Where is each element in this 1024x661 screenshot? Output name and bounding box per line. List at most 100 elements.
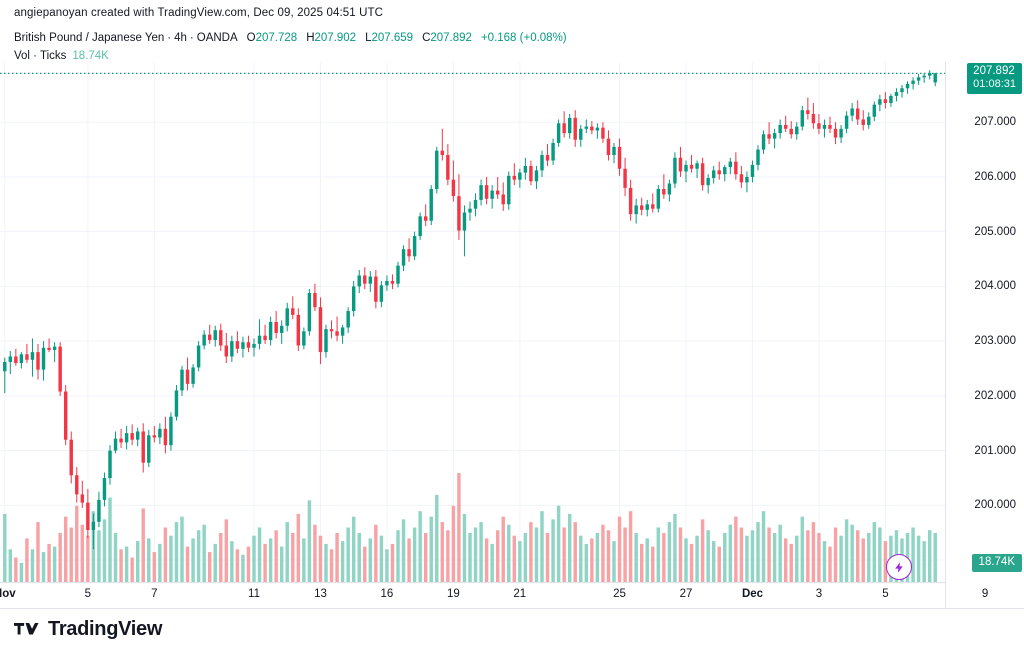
candle-body <box>235 341 240 349</box>
time-tick-label: 25 <box>613 588 626 600</box>
tradingview-logo-icon <box>14 623 39 635</box>
price-axis[interactable]: 207.000 206.000 205.000 204.000 203.000 202.0… <box>946 62 1024 582</box>
volume-bar <box>318 535 323 582</box>
volume-bar <box>374 524 378 582</box>
candle-body <box>512 175 517 180</box>
volume-bar <box>540 511 544 582</box>
legend-symbol[interactable]: British Pound / Japanese Yen <box>14 32 165 44</box>
candle-body <box>91 521 96 530</box>
bar-countdown: 01:08:31 <box>973 78 1016 91</box>
candle-body <box>241 342 245 349</box>
time-tick-label: Nov <box>0 588 16 600</box>
candle-body <box>473 199 478 209</box>
candle-body <box>545 155 550 161</box>
volume-bar <box>501 516 505 582</box>
volume-bar <box>756 522 760 582</box>
candle-body <box>584 126 589 129</box>
candle-body <box>811 114 816 124</box>
volume-bar <box>745 535 749 582</box>
volume-bar <box>872 522 877 582</box>
volume-bar <box>567 513 572 582</box>
volume-bar <box>379 535 384 582</box>
time-tick-label: 5 <box>882 588 889 600</box>
volume-bar <box>108 497 112 582</box>
volume-bar <box>25 538 29 582</box>
volume-bar <box>806 530 810 582</box>
volume-bar <box>219 532 223 582</box>
legend-high: H207.902 <box>306 30 356 46</box>
volume-bar <box>41 552 46 582</box>
candle-body <box>507 175 511 205</box>
candle-body <box>130 433 134 440</box>
legend-volume-label[interactable]: Vol · Ticks <box>14 50 67 62</box>
candle-body <box>579 128 583 140</box>
volume-bar <box>734 516 738 582</box>
candle-body <box>795 126 799 135</box>
volume-bar <box>911 527 915 582</box>
candle-body <box>562 123 566 134</box>
volume-bar <box>351 516 356 582</box>
volume-bar <box>69 527 73 582</box>
candle-body <box>601 127 605 139</box>
volume-bar <box>556 505 561 582</box>
candle-body <box>534 170 539 182</box>
candle-body <box>401 249 406 266</box>
volume-value-badge[interactable]: 18.74K <box>971 554 1022 572</box>
volume-bar <box>47 543 51 582</box>
candle-body <box>196 345 201 368</box>
legend-close: C207.892 <box>422 30 472 46</box>
candle-body <box>828 124 832 129</box>
volume-bar <box>518 541 522 582</box>
volume-bar <box>761 511 766 582</box>
candle-body <box>772 133 777 139</box>
volume-bar <box>440 522 445 582</box>
candle-body <box>800 110 805 127</box>
volume-bar <box>623 527 627 582</box>
candle-body <box>340 327 345 336</box>
legend-open-label: O <box>246 32 256 44</box>
volume-bar <box>75 505 79 582</box>
candle-body <box>556 123 561 144</box>
volume-bar <box>296 513 301 582</box>
lightning-bolt-icon[interactable] <box>886 554 912 580</box>
candle-body <box>723 167 727 175</box>
time-axis[interactable]: Nov 5 7 11 13 16 19 21 25 27 Dec 3 5 9 <box>0 582 988 609</box>
volume-bar <box>119 549 123 582</box>
legend-interval[interactable]: 4h <box>174 32 187 44</box>
volume-bar <box>883 541 888 582</box>
volume-bar <box>8 549 13 582</box>
volume-bar <box>141 508 145 582</box>
volume-bar <box>822 541 827 582</box>
volume-bar <box>839 535 843 582</box>
volume-bar <box>795 535 799 582</box>
volume-bar <box>86 535 90 582</box>
candle-body <box>468 208 472 213</box>
candle-body <box>291 308 295 315</box>
current-price-badge[interactable]: 207.892 01:08:31 <box>967 63 1022 95</box>
candle-body <box>19 354 24 364</box>
candle-body <box>135 431 140 440</box>
candle-body <box>174 390 179 417</box>
candle-body <box>313 292 317 308</box>
candle-body <box>329 329 334 332</box>
candle-body <box>739 174 744 183</box>
volume-bar <box>828 546 832 582</box>
volume-bar <box>850 524 854 582</box>
volume-bar <box>3 513 7 582</box>
candle-body <box>567 117 572 134</box>
candle-body <box>58 346 62 392</box>
volume-bar <box>639 543 644 582</box>
candle-body <box>839 128 843 138</box>
volume-bar <box>307 500 312 582</box>
candle-body <box>789 128 793 135</box>
candle-body <box>25 354 29 360</box>
candle-body <box>872 104 877 117</box>
candle-body <box>185 369 190 384</box>
volume-bar <box>202 524 206 582</box>
chart-legend: British Pound / Japanese Yen · 4h · OAND… <box>14 30 567 64</box>
chart-plot-area[interactable] <box>0 62 1024 582</box>
candle-body <box>191 367 195 384</box>
candle-body <box>252 343 256 348</box>
candle-body <box>147 435 151 463</box>
volume-bar <box>451 505 456 582</box>
